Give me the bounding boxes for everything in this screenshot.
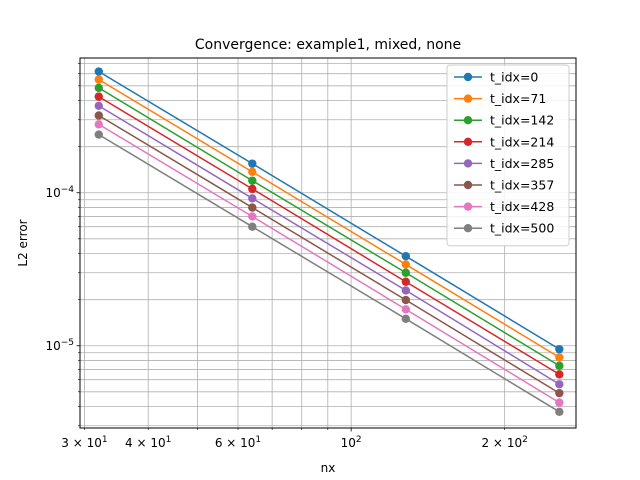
series-line xyxy=(98,105,560,385)
data-point xyxy=(248,222,257,231)
series-t_idx=71 xyxy=(94,75,564,362)
series-t_idx=500 xyxy=(94,130,564,417)
x-tick-label: 102 xyxy=(341,435,362,450)
y-tick-label: 10−5 xyxy=(45,338,74,353)
y-tick-label: 10−4 xyxy=(45,185,74,200)
data-point xyxy=(248,203,257,212)
legend-marker xyxy=(463,137,473,146)
legend-label: t_idx=357 xyxy=(490,178,554,193)
legend-marker xyxy=(463,224,473,233)
series-line xyxy=(98,70,560,350)
legend-item: t_idx=0 xyxy=(454,70,538,85)
legend-marker xyxy=(463,202,473,211)
data-point xyxy=(555,361,564,370)
series-line xyxy=(98,87,560,367)
data-point xyxy=(248,194,257,203)
x-tick-label: 6 × 101 xyxy=(215,435,261,450)
data-point xyxy=(401,260,411,269)
legend-label: t_idx=500 xyxy=(490,221,554,236)
data-point xyxy=(248,212,257,221)
legend-label: t_idx=71 xyxy=(490,91,546,106)
data-point xyxy=(94,130,103,139)
data-point xyxy=(555,344,564,354)
legend-marker xyxy=(463,180,473,190)
legend-label: t_idx=285 xyxy=(490,156,554,171)
data-point xyxy=(248,184,257,194)
data-point xyxy=(401,305,411,314)
data-point xyxy=(94,67,103,76)
data-point xyxy=(94,101,103,111)
legend-item: t_idx=500 xyxy=(454,221,554,236)
legend-label: t_idx=214 xyxy=(490,134,554,149)
legend: t_idx=0 t_idx=71 t_idx=142 t_idx=214 t_idx=2… xyxy=(446,64,570,247)
data-point xyxy=(401,314,411,324)
series-t_idx=0 xyxy=(94,67,564,354)
series-line xyxy=(98,114,560,394)
data-point xyxy=(555,388,564,398)
x-tick-label: 2 × 102 xyxy=(481,435,527,450)
series-line xyxy=(98,123,560,404)
series-t_idx=428 xyxy=(94,120,564,407)
legend-marker xyxy=(463,72,473,82)
data-point xyxy=(555,380,564,389)
series-line xyxy=(98,78,560,358)
data-point xyxy=(401,286,411,295)
series-t_idx=357 xyxy=(94,111,564,398)
legend-item: t_idx=357 xyxy=(454,178,554,193)
y-axis-title: L2 error xyxy=(16,219,30,266)
data-point xyxy=(248,176,257,185)
legend-label: t_idx=0 xyxy=(490,70,538,85)
series-layer xyxy=(94,67,564,417)
data-point xyxy=(94,83,103,93)
legend-item: t_idx=142 xyxy=(454,113,554,128)
legend-marker xyxy=(463,116,473,125)
x-tick-label: 4 × 101 xyxy=(125,435,171,450)
data-point xyxy=(401,268,411,277)
legend-item: t_idx=428 xyxy=(454,199,554,214)
legend-label: t_idx=142 xyxy=(490,113,554,128)
series-t_idx=214 xyxy=(94,92,564,379)
series-t_idx=285 xyxy=(94,101,564,389)
data-point xyxy=(248,159,257,168)
data-point xyxy=(555,407,564,417)
data-point xyxy=(248,167,257,177)
data-point xyxy=(94,111,103,120)
legend-box xyxy=(446,64,570,247)
data-point xyxy=(94,120,103,129)
data-point xyxy=(555,398,564,407)
data-point xyxy=(401,277,411,286)
x-axis-title: nx xyxy=(321,461,336,475)
legend-item: t_idx=214 xyxy=(454,134,554,149)
legend-item: t_idx=71 xyxy=(454,91,546,106)
data-point xyxy=(401,251,411,261)
data-point xyxy=(555,370,564,379)
chart-title: Convergence: example1, mixed, none xyxy=(195,37,461,53)
data-point xyxy=(94,92,103,101)
data-point xyxy=(94,75,103,84)
series-line xyxy=(98,95,560,376)
x-tick-label: 3 × 101 xyxy=(61,435,107,450)
legend-item: t_idx=285 xyxy=(454,156,554,171)
series-line xyxy=(98,133,560,413)
legend-label: t_idx=428 xyxy=(490,199,554,214)
tick-layer: 3 × 101 4 × 101 6 × 101 102 2 × 102 10−5 10−4 xyxy=(45,63,528,450)
data-point xyxy=(555,353,564,362)
legend-marker xyxy=(463,94,473,103)
series-t_idx=142 xyxy=(94,83,564,370)
legend-marker xyxy=(463,159,473,168)
data-point xyxy=(401,295,411,305)
